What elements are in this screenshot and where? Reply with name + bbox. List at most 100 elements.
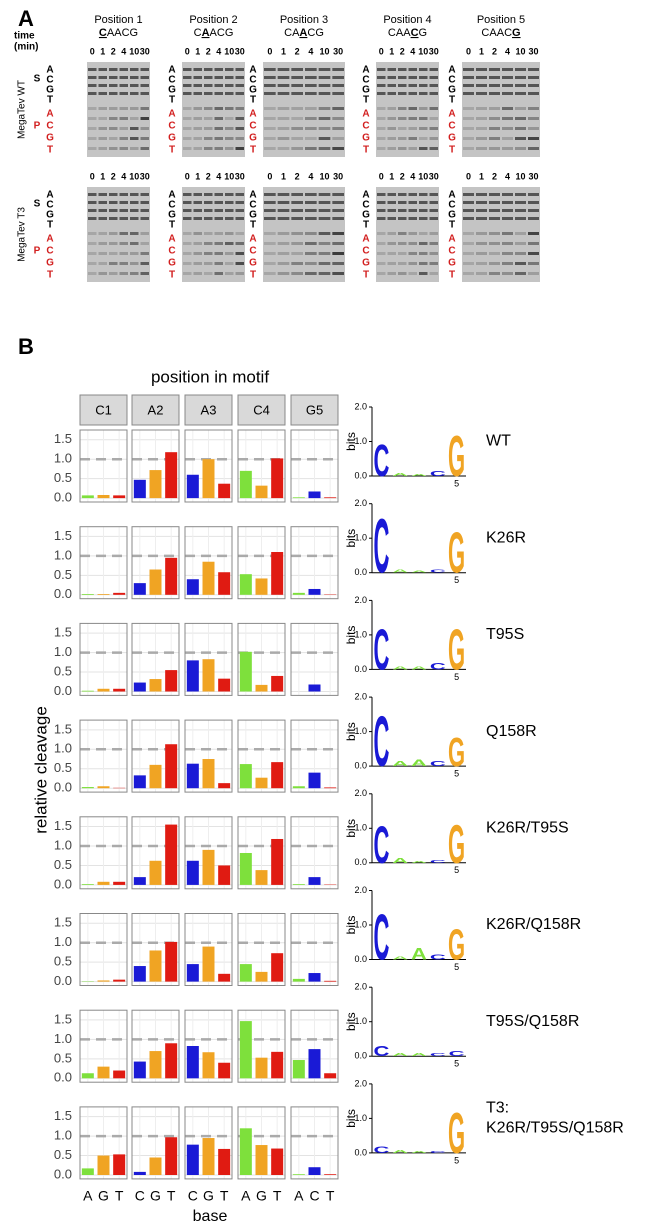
gel-band bbox=[528, 76, 539, 79]
gel-band bbox=[140, 117, 149, 120]
bar bbox=[81, 690, 94, 692]
gel-band bbox=[463, 117, 474, 120]
gel-band bbox=[305, 262, 317, 265]
gel-band bbox=[377, 209, 386, 212]
gel-band bbox=[429, 272, 438, 275]
motif-letter: C bbox=[481, 27, 489, 39]
ladder-label: T bbox=[363, 220, 369, 231]
bar bbox=[308, 684, 321, 692]
bar bbox=[165, 557, 178, 595]
gel-band bbox=[235, 117, 244, 120]
gel-band bbox=[291, 217, 303, 220]
row-label: WT bbox=[486, 433, 511, 450]
logo-x-tick-label: 5 bbox=[454, 1059, 459, 1069]
gel-band bbox=[88, 107, 97, 110]
gel-band bbox=[140, 127, 149, 130]
gel-band bbox=[130, 127, 139, 130]
gel-band bbox=[463, 68, 474, 71]
y-tick-label: 0.5 bbox=[54, 567, 72, 582]
gel-band bbox=[214, 232, 223, 235]
logo-y-tick-label: 1.0 bbox=[354, 919, 367, 929]
x-tick-label: T bbox=[220, 1188, 229, 1204]
gel-band bbox=[332, 107, 344, 110]
facet-panel bbox=[237, 816, 286, 890]
gel-image bbox=[182, 187, 245, 282]
facet-panel bbox=[290, 1009, 339, 1083]
gel-band bbox=[528, 147, 539, 150]
gel-band bbox=[429, 201, 438, 204]
gel-band bbox=[387, 92, 396, 95]
ladder-label: T bbox=[363, 145, 369, 156]
logo-x-tick-label: 5 bbox=[454, 672, 459, 682]
motif-letter: C bbox=[504, 27, 512, 39]
gel-band bbox=[235, 232, 244, 235]
gel-band bbox=[140, 68, 149, 71]
gel-band bbox=[515, 76, 526, 79]
gel-image bbox=[263, 62, 345, 157]
gel-band bbox=[489, 92, 500, 95]
y-tick-label: 1.0 bbox=[54, 547, 72, 562]
gel-band bbox=[476, 217, 487, 220]
gel-band bbox=[264, 201, 276, 204]
motif-letter: A bbox=[202, 27, 210, 39]
motif-letter: C bbox=[217, 27, 225, 39]
facet-panel bbox=[131, 913, 180, 986]
ladder-label: T bbox=[47, 270, 53, 281]
gel-band bbox=[235, 127, 244, 130]
facet-header bbox=[290, 394, 339, 426]
gel-band bbox=[183, 117, 192, 120]
bar bbox=[239, 574, 252, 595]
gel-band bbox=[515, 217, 526, 220]
gel-band bbox=[109, 262, 118, 265]
ladder-label: A bbox=[362, 109, 369, 120]
gel-band bbox=[109, 242, 118, 245]
gel-band bbox=[140, 92, 149, 95]
bar bbox=[97, 1155, 110, 1176]
gel-band bbox=[291, 201, 303, 204]
gel-band bbox=[489, 217, 500, 220]
gel-band bbox=[109, 117, 118, 120]
gel-band bbox=[98, 147, 107, 150]
logo-letter: A bbox=[392, 857, 408, 865]
logo-letter: G bbox=[448, 813, 465, 875]
gel-band bbox=[88, 76, 97, 79]
gel-band bbox=[140, 76, 149, 79]
bar bbox=[202, 849, 215, 885]
x-tick-label: C bbox=[135, 1188, 145, 1204]
gel-band bbox=[235, 217, 244, 220]
panel-border bbox=[184, 1009, 233, 1083]
ladder-label: A bbox=[168, 65, 175, 76]
gel-band bbox=[277, 217, 290, 220]
gel-band bbox=[502, 217, 513, 220]
logo-letter: A bbox=[411, 665, 428, 670]
ladder-label: A bbox=[249, 190, 256, 201]
logo-y-tick-label: 0.0 bbox=[354, 567, 367, 577]
gel-band bbox=[225, 262, 234, 265]
gel-band bbox=[419, 117, 428, 120]
bar bbox=[97, 1066, 110, 1079]
y-tick-label: 1.0 bbox=[54, 741, 72, 756]
logo-letter: C bbox=[373, 619, 389, 682]
gel-band bbox=[204, 107, 213, 110]
logo-y-tick-label: 0.0 bbox=[354, 664, 367, 674]
bar bbox=[202, 759, 215, 789]
ladder-label: G bbox=[448, 133, 456, 144]
bar bbox=[324, 980, 337, 982]
gel-band bbox=[398, 137, 407, 140]
gel-band bbox=[318, 252, 331, 255]
gel-band bbox=[193, 137, 202, 140]
bar bbox=[133, 1061, 146, 1079]
bar bbox=[202, 1138, 215, 1176]
gel-band bbox=[419, 147, 428, 150]
gel-band bbox=[291, 272, 303, 275]
lane-label: 30 bbox=[140, 171, 150, 181]
x-tick-label: T bbox=[115, 1188, 124, 1204]
y-tick-label: 0.0 bbox=[54, 780, 72, 795]
gel-band bbox=[377, 117, 386, 120]
gel-band bbox=[305, 272, 317, 275]
logo-y-tick-label: 1.0 bbox=[354, 436, 367, 446]
y-tick-label: 1.5 bbox=[54, 1011, 72, 1026]
gel-band bbox=[119, 76, 128, 79]
gel-band bbox=[98, 117, 107, 120]
ladder-label: A bbox=[168, 234, 175, 245]
